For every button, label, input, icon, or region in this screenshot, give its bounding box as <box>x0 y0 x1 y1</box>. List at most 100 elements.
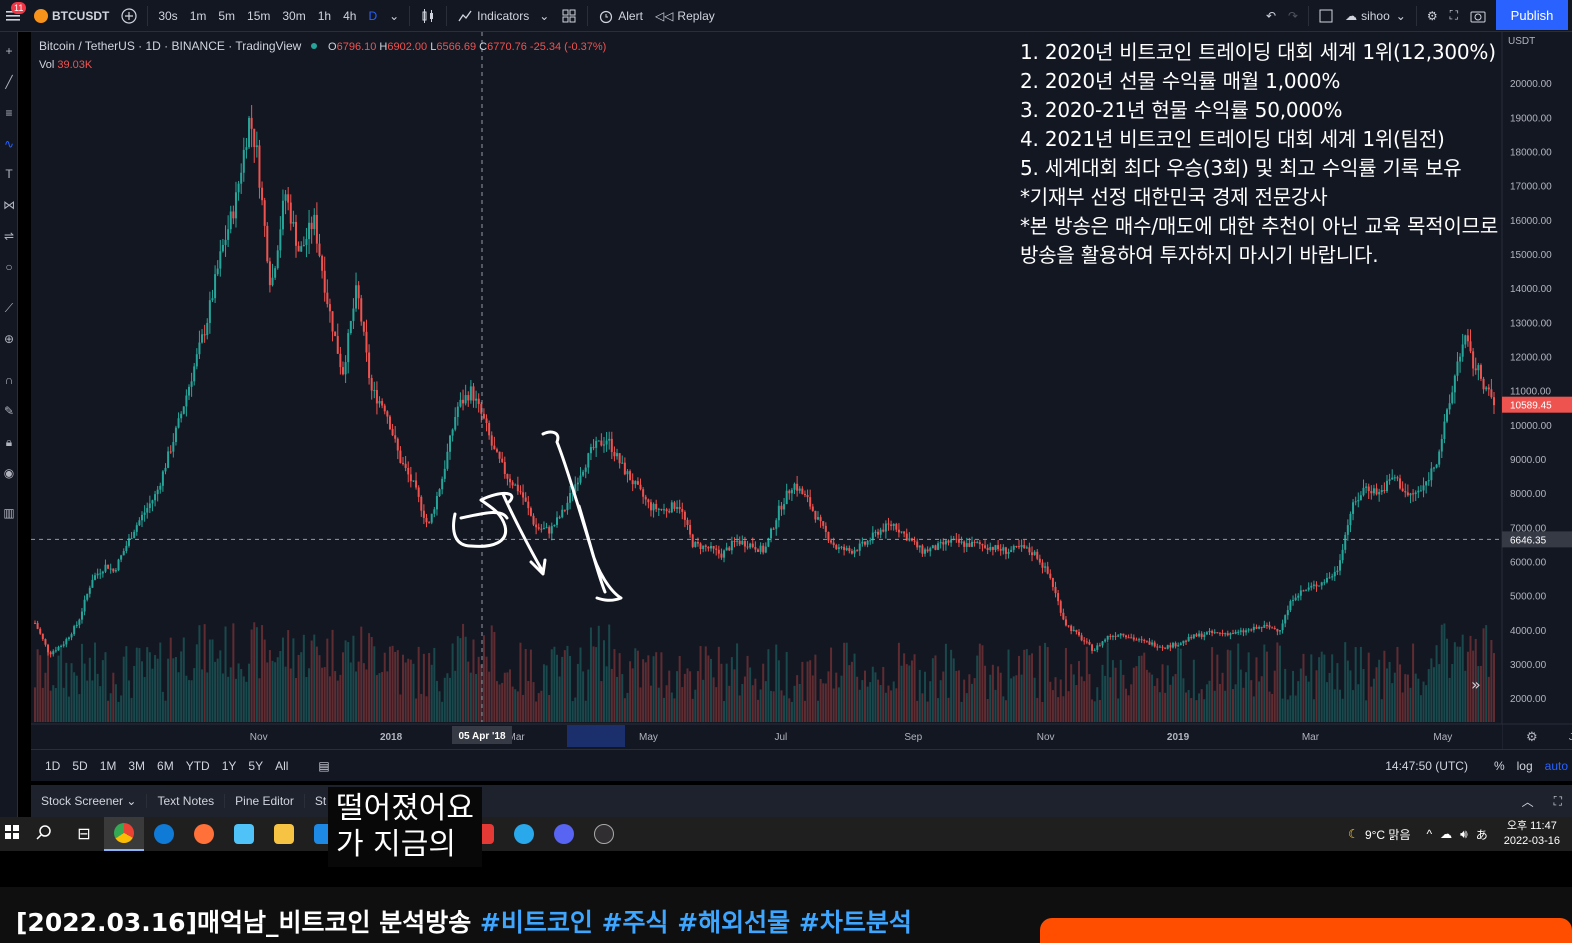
price-chart[interactable]: 2000.00 3000.00 4000.00 5000.00 6000.00 7000.… <box>31 32 1572 749</box>
clock-time[interactable]: 오후 11:47 <box>1506 820 1557 832</box>
clock-date[interactable]: 2022-03-16 <box>1503 835 1560 847</box>
network-icon[interactable]: ☁ <box>1440 827 1453 841</box>
volume-bar <box>289 668 292 722</box>
range-5Y[interactable]: 5Y <box>248 758 264 773</box>
chrome-app[interactable] <box>104 817 144 851</box>
undo-button[interactable]: ↶ <box>1260 0 1282 32</box>
chevron-up-icon[interactable]: ^ <box>1426 827 1433 841</box>
edge-app[interactable] <box>144 817 184 851</box>
lock-tool[interactable]: 🔒︎ <box>0 431 18 453</box>
text-tool[interactable]: T <box>0 163 18 185</box>
range-YTD[interactable]: YTD <box>185 758 210 773</box>
telegram-app[interactable] <box>504 817 544 851</box>
alert-button[interactable]: Alert <box>592 0 649 32</box>
start-button[interactable] <box>0 817 24 851</box>
volume-bar <box>921 693 924 722</box>
interval-30m[interactable]: 30m <box>282 8 306 23</box>
ime-icon[interactable]: あ <box>1475 827 1488 842</box>
volume-bar <box>686 668 689 722</box>
compare-button[interactable] <box>115 0 143 32</box>
candle-body <box>383 405 386 412</box>
task-view-button[interactable]: ⊟ <box>64 817 104 851</box>
brush-tool[interactable]: ∿ <box>0 133 18 155</box>
interval-1h[interactable]: 1h <box>317 8 332 23</box>
undo-icon: ↶ <box>1265 8 1277 23</box>
crosshair-tool[interactable]: + <box>0 40 18 62</box>
obs-app[interactable] <box>584 817 624 851</box>
candle-body <box>1231 633 1234 635</box>
settings-button[interactable]: ⚙ <box>1421 0 1444 32</box>
timezone-button[interactable]: 14:47:50 (UTC) <box>1385 758 1468 773</box>
range-All[interactable]: All <box>275 758 289 773</box>
interval-1m[interactable]: 1m <box>189 8 207 23</box>
range-1Y[interactable]: 1Y <box>221 758 237 773</box>
menu-button[interactable]: 11 <box>0 0 28 32</box>
file-explorer-app[interactable] <box>264 817 304 851</box>
tab-text-notes[interactable]: Text Notes <box>147 794 226 808</box>
interval-4h[interactable]: 4h <box>343 8 357 23</box>
auto-scale-button[interactable]: auto <box>1544 758 1568 773</box>
range-1M[interactable]: 1M <box>99 758 117 773</box>
user-layout-button[interactable]: ☁ sihoo ⌄ <box>1339 0 1412 32</box>
fib-tool[interactable]: ≡ <box>0 102 18 124</box>
app-bird[interactable] <box>224 817 264 851</box>
magnet-tool[interactable]: ∩ <box>0 369 18 391</box>
templates-button[interactable] <box>555 0 583 32</box>
pattern-tool[interactable]: ⋈ <box>0 194 18 216</box>
prediction-tool[interactable]: ⇌ <box>0 225 18 247</box>
tab-strategy-tester[interactable]: St <box>314 794 327 808</box>
interval-dropdown[interactable]: ⌄ <box>383 0 405 32</box>
trend-line-tool[interactable]: ╱ <box>0 71 18 93</box>
subscribe-banner[interactable] <box>1040 918 1572 943</box>
collapse-panel-button[interactable]: ︿ <box>1512 793 1544 810</box>
range-5D[interactable]: 5D <box>72 758 88 773</box>
hide-tool[interactable]: ◉ <box>0 462 18 484</box>
maximize-panel-button[interactable]: ⛶ <box>1544 794 1572 809</box>
volume-bar <box>730 657 733 722</box>
indicators-button[interactable]: Indicators ⌄ <box>451 0 555 32</box>
percent-scale-button[interactable]: % <box>1493 758 1505 773</box>
candle-body <box>1281 623 1284 631</box>
volume-bar <box>1169 684 1172 722</box>
discord-app[interactable] <box>544 817 584 851</box>
snapshot-button[interactable] <box>1464 0 1492 32</box>
chart-type-button[interactable] <box>414 0 442 32</box>
firefox-app[interactable] <box>184 817 224 851</box>
shapes-tool[interactable]: ○ <box>0 256 18 278</box>
layout-button[interactable] <box>1313 0 1339 32</box>
video-hashtags[interactable]: #비트코인 #주식 #해외선물 #차트분석 <box>479 908 912 937</box>
publish-button[interactable]: Publish <box>1496 0 1568 30</box>
interval-5m[interactable]: 5m <box>218 8 236 23</box>
redo-button[interactable]: ↷ <box>1282 0 1304 32</box>
range-6M[interactable]: 6M <box>157 758 174 773</box>
log-scale-button[interactable]: log <box>1516 758 1533 773</box>
volume-bar <box>1036 697 1039 722</box>
symbol-search-button[interactable]: BTCUSDT <box>28 0 115 32</box>
candle-body <box>965 543 968 547</box>
fullscreen-button[interactable]: ⛶ <box>1444 0 1464 32</box>
volume-icon[interactable]: 🔊︎ <box>1460 826 1468 841</box>
goto-date-button[interactable]: ▤ <box>312 759 335 773</box>
volume-bar <box>582 671 585 722</box>
stay-drawing-tool[interactable]: ✎ <box>0 400 18 422</box>
volume-bar <box>550 649 553 722</box>
remove-tool[interactable]: ▥ <box>0 502 18 524</box>
replay-button[interactable]: ◁◁ Replay <box>649 0 721 32</box>
interval-D[interactable]: D <box>368 8 378 23</box>
tab-pine-editor[interactable]: Pine Editor <box>225 794 305 808</box>
volume-bar <box>736 643 739 722</box>
interval-15m[interactable]: 15m <box>247 8 271 23</box>
candle-body <box>224 239 227 245</box>
weather-label[interactable]: 9°C 맑음 <box>1364 827 1411 842</box>
tab-stock-screener[interactable]: Stock Screener ⌄ <box>31 794 148 808</box>
chart-pane[interactable]: 2000.00 3000.00 4000.00 5000.00 6000.00 7000.… <box>31 32 1572 749</box>
ruler-tool[interactable]: ⟋ <box>0 297 18 319</box>
range-3M[interactable]: 3M <box>128 758 146 773</box>
zoom-tool[interactable]: ⊕ <box>0 328 18 350</box>
candle-body <box>1422 485 1425 491</box>
interval-30s[interactable]: 30s <box>158 8 178 23</box>
chevron-up-icon: ︿ <box>1521 794 1534 809</box>
range-1D[interactable]: 1D <box>45 758 61 773</box>
search-button[interactable] <box>24 817 64 851</box>
candle-body <box>1187 636 1190 642</box>
